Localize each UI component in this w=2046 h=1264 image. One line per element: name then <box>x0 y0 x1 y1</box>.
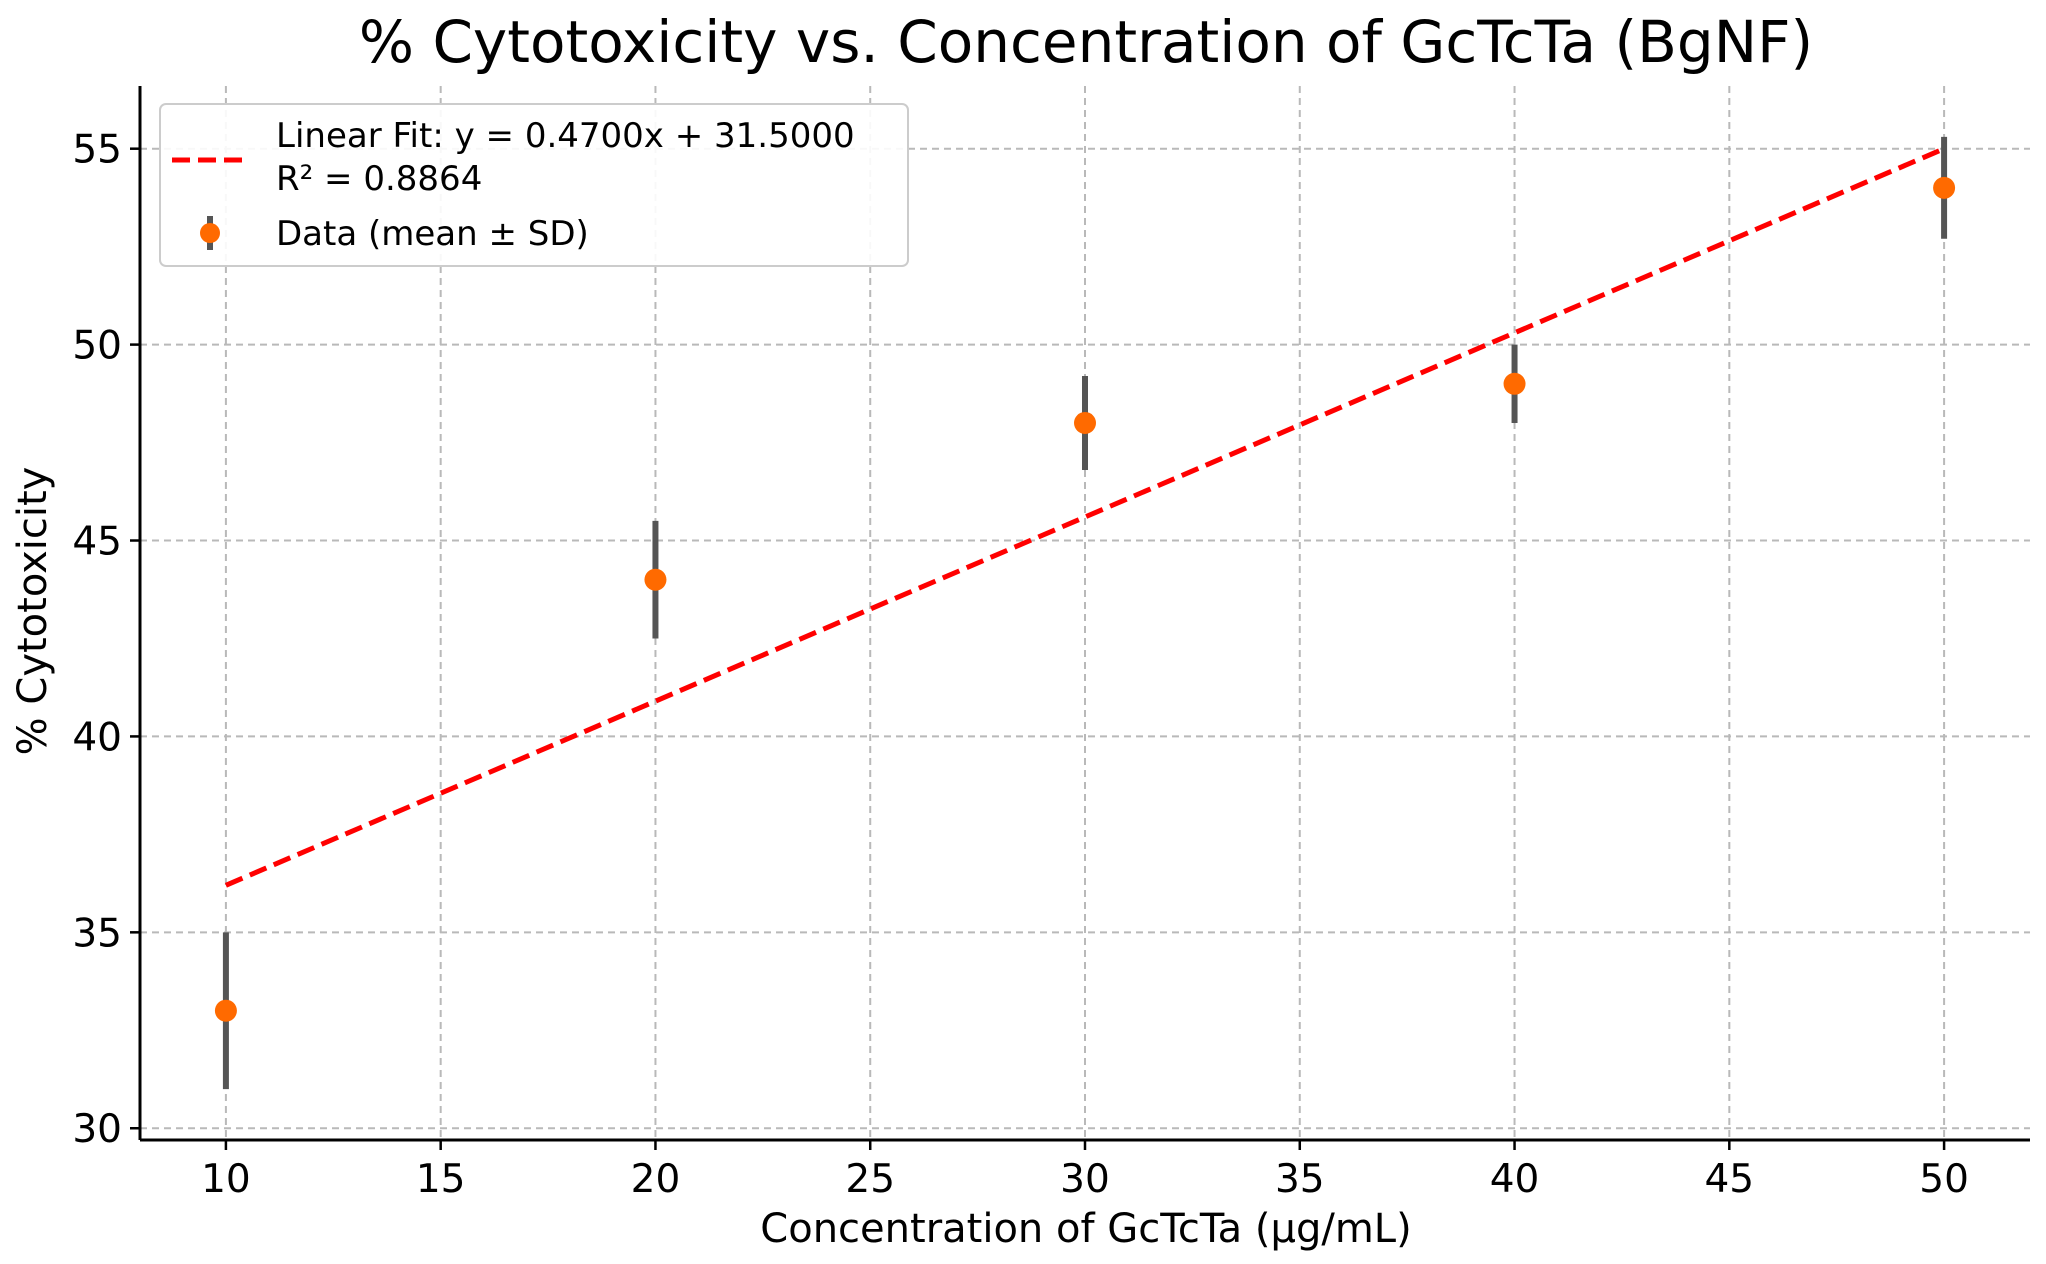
y-tick-label: 35 <box>72 911 122 956</box>
x-tick-label: 10 <box>201 1157 251 1202</box>
x-tick-label: 50 <box>1919 1157 1969 1202</box>
data-points-layer <box>214 136 1956 1090</box>
y-tick-label: 45 <box>72 520 122 565</box>
y-tick-label: 55 <box>72 128 122 173</box>
y-tick-label: 40 <box>72 715 122 760</box>
chart-title: % Cytotoxicity vs. Concentration of GcTc… <box>359 8 1813 76</box>
data-point <box>644 568 667 591</box>
data-point <box>1074 411 1096 434</box>
x-tick-label: 30 <box>1060 1157 1110 1202</box>
x-tick-label: 25 <box>845 1157 895 1202</box>
legend-box <box>159 103 909 267</box>
legend-fit-label: Linear Fit: y = 0.4700x + 31.5000 <box>276 116 855 156</box>
y-axis-label: % Cytotoxicity <box>10 467 56 756</box>
data-point <box>1503 372 1526 395</box>
x-tick-label: 45 <box>1704 1157 1754 1202</box>
data-point <box>214 999 237 1022</box>
x-tick-label: 15 <box>416 1157 466 1202</box>
legend: Linear Fit: y = 0.4700x + 31.5000 R² = 0… <box>159 103 909 267</box>
x-tick-label: 20 <box>631 1157 681 1202</box>
legend-data-marker <box>200 223 220 243</box>
data-point <box>1933 176 1956 199</box>
y-tick-label: 50 <box>72 324 122 369</box>
y-tick-label: 30 <box>72 1107 122 1152</box>
x-axis-label: Concentration of GcTcTa (µg/mL) <box>760 1206 1411 1252</box>
grid <box>140 86 2030 1140</box>
legend-data-label: Data (mean ± SD) <box>276 214 589 254</box>
x-tick-label: 35 <box>1275 1157 1325 1202</box>
x-tick-label: 40 <box>1490 1157 1540 1202</box>
tick-labels: 10 15 20 25 30 35 40 45 50 30 35 40 45 50 55 <box>72 128 1969 1202</box>
legend-fit-r2: R² = 0.8864 <box>276 159 482 199</box>
